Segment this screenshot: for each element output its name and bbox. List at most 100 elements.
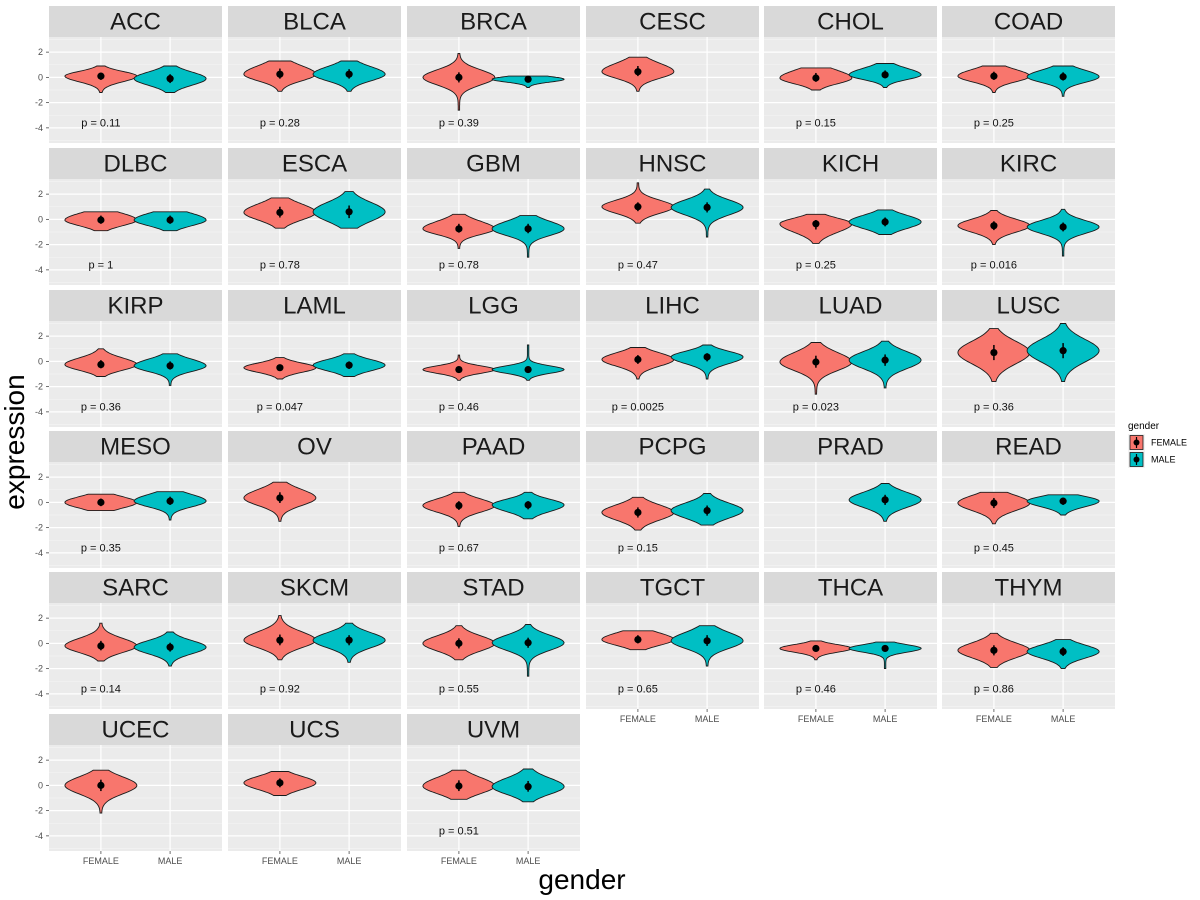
violin-female [64,211,138,232]
p-value-label: p = 0.11 [81,118,120,130]
facet-strip [49,714,222,745]
legend: gender FEMALE MALE [1128,421,1187,468]
facet-strip [407,572,580,603]
facet-strip [586,290,759,321]
facet-strip-label: OV [297,434,332,461]
violin-male [133,631,207,667]
facet-panel-lusc: LUSC p = 0.36 [942,290,1115,427]
facet-strip [49,572,222,603]
violin-median-point [97,216,105,224]
violin-median-point [634,68,642,76]
violin-median-point [455,365,463,374]
violin-female [243,357,317,380]
facet-strip-label: LUSC [996,293,1060,320]
violin-male [848,63,922,88]
facet-strip [228,572,401,603]
violin-female [957,491,1031,525]
facet-strip-label: COAD [994,9,1063,36]
violin-median-point [97,498,105,506]
violin-median-point [276,70,284,78]
violin-female [601,630,675,651]
y-tick-label: 0 [38,214,43,224]
violin-male [1026,65,1100,97]
violin-median-point [634,355,642,364]
facet-strip-label: ESCA [282,151,347,178]
facet-panel-sarc: SARC -4 -2 0 2 p = 0.14 [35,572,222,709]
x-axis-title: gender [538,864,625,895]
facet-strip-label: MESO [100,434,171,461]
p-value-label: p = 0.023 [793,402,839,414]
violin-median-point [881,71,889,79]
facet-strip [228,290,401,321]
violin-shape [1026,65,1100,97]
violin-female [243,197,317,229]
violin-median-point [276,494,284,502]
facet-panel-paad: PAAD p = 0.67 [407,431,580,568]
violin-male [133,353,207,386]
facet-strip-label: TGCT [640,575,706,602]
facet-strip [764,572,937,603]
x-tick-label: MALE [873,714,898,724]
facet-strip [228,148,401,179]
facet-strip [228,714,401,745]
violin-median-point [276,208,284,217]
violin-median-point [1059,497,1067,505]
facet-strip-label: KICH [822,151,879,178]
y-tick-label: -2 [35,240,43,250]
violin-median-point [97,72,105,80]
violin-male [312,60,386,92]
y-tick-label: 0 [38,780,43,790]
violin-female [422,213,496,249]
facet-panel-coad: COAD p = 0.25 [942,6,1115,143]
violin-median-point [524,639,532,647]
violin-median-point [812,644,820,653]
facet-strip [942,6,1115,37]
facet-panel-lgg: LGG p = 0.46 [407,290,580,427]
p-value-label: p = 0.51 [439,826,479,838]
violin-median-point [166,643,174,651]
y-tick-label: 2 [38,755,43,765]
facet-strip-label: BRCA [460,9,527,36]
facet-strip [586,148,759,179]
violin-median-point [634,635,642,644]
violin-shape [848,641,922,670]
violin-female [779,213,853,244]
facet-strip [942,290,1115,321]
violin-female [957,632,1031,668]
facet-strip-label: GBM [466,151,521,178]
violin-female [422,625,496,661]
x-tick-label: FEMALE [441,856,477,866]
violin-female [779,640,853,661]
p-value-label: p = 0.46 [439,402,479,414]
facet-panel-lihc: LIHC p = 0.0025 [586,290,759,427]
x-tick-label: FEMALE [83,856,119,866]
violin-female [957,328,1031,383]
facet-strip-label: UCS [289,717,340,744]
facet-panel-cesc: CESC [586,6,759,143]
facet-strip-label: LIHC [645,293,700,320]
violin-male [133,65,207,93]
violin-male [1026,323,1100,383]
violin-median-point [455,225,463,233]
legend-point [1133,456,1140,463]
violin-male [491,215,565,258]
violin-median-point [166,75,174,83]
p-value-label: p = 1 [89,260,114,272]
p-value-label: p = 0.47 [618,260,658,272]
facet-strip-label: STAD [462,575,524,602]
facet-strip [764,148,937,179]
y-tick-label: 0 [38,356,43,366]
violin-median-point [634,508,642,517]
violin-median-point [990,72,998,80]
violin-median-point [166,497,174,505]
legend-entry-female: FEMALE [1128,434,1187,451]
violin-median-point [1059,223,1067,231]
facet-strip-label: PAAD [462,434,526,461]
p-value-label: p = 0.15 [796,118,836,130]
facet-panel-kirc: KIRC p = 0.016 [942,148,1115,285]
p-value-label: p = 0.016 [971,260,1017,272]
violin-male [491,624,565,677]
facet-strip [49,148,222,179]
violin-male [670,188,744,238]
